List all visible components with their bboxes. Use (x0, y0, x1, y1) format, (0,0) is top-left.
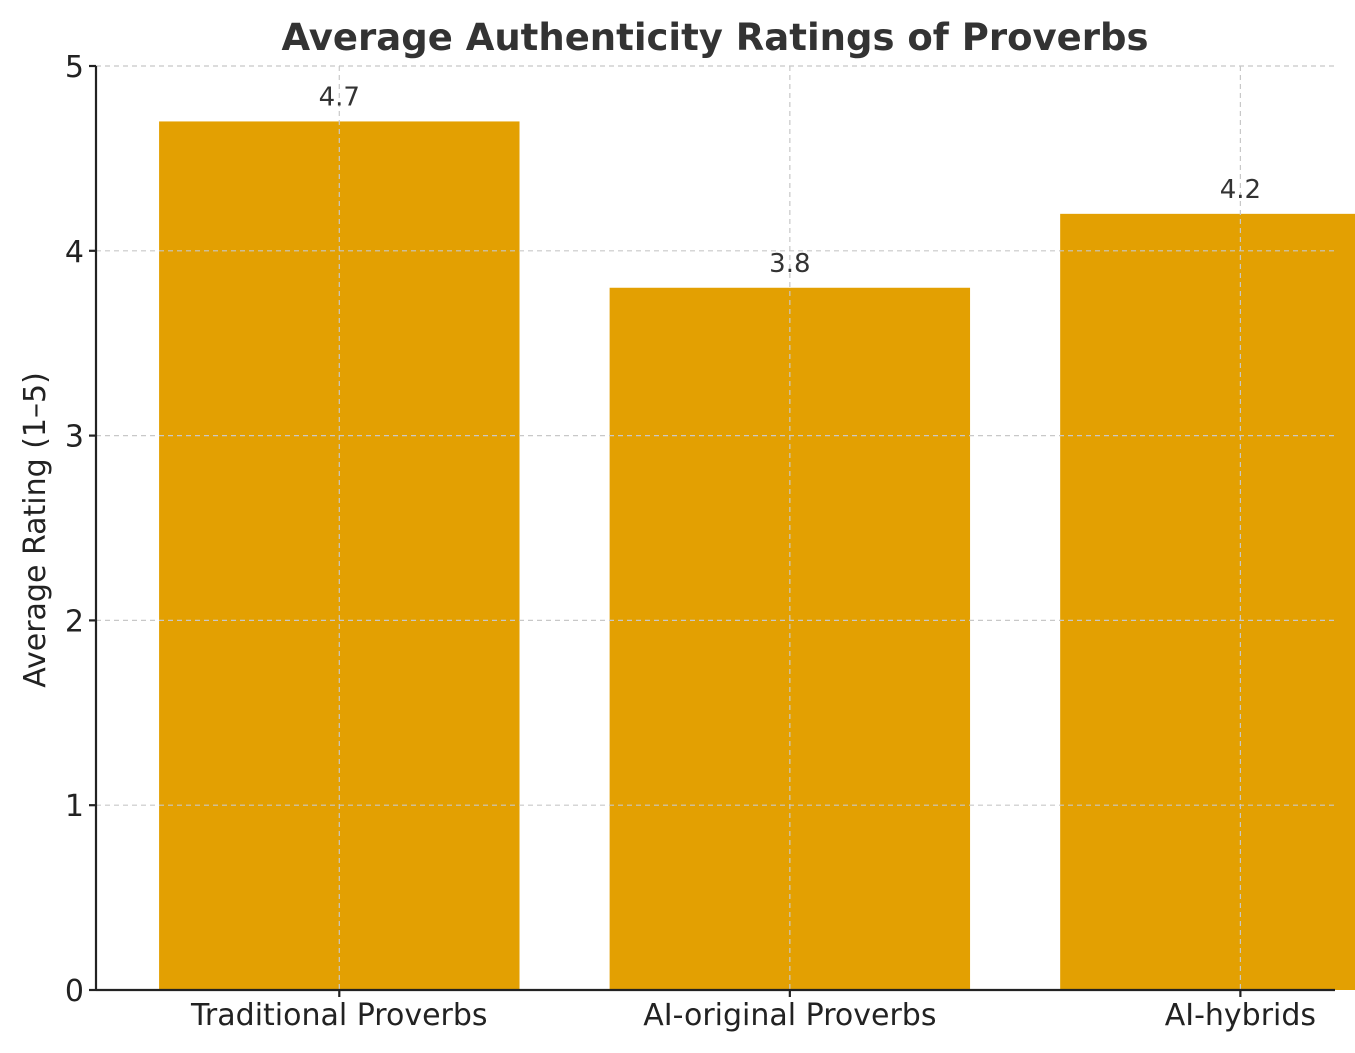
axes (94, 66, 1335, 992)
y-tick-label: 3 (65, 420, 84, 455)
data-labels: 4.7 3.8 4.2 (319, 82, 1261, 278)
x-tick-labels: Traditional Proverbs AI-original Proverbs… (190, 990, 1316, 1033)
y-tick-labels: 0 1 2 3 4 5 (65, 50, 96, 1009)
gridlines (96, 65, 1335, 990)
data-label: 4.7 (319, 82, 360, 112)
y-tick-label: 2 (65, 604, 84, 639)
data-label: 4.2 (1220, 175, 1261, 205)
y-tick-label: 0 (65, 974, 84, 1009)
bar-ai-hybrids (1060, 213, 1355, 991)
data-label: 3.8 (769, 249, 810, 279)
x-tick-label: AI-original Proverbs (643, 998, 936, 1033)
y-axis-label: Average Rating (1–5) (18, 372, 53, 688)
y-tick-label: 4 (65, 235, 84, 270)
bar-ai-original-proverbs (609, 287, 971, 990)
chart-title: Average Authenticity Ratings of Proverbs (281, 16, 1148, 59)
bars-layer (159, 121, 1355, 991)
y-tick-label: 5 (65, 50, 84, 85)
x-tick-label: Traditional Proverbs (190, 998, 488, 1033)
y-tick-label: 1 (65, 789, 84, 824)
x-tick-label: AI-hybrids (1165, 998, 1316, 1033)
